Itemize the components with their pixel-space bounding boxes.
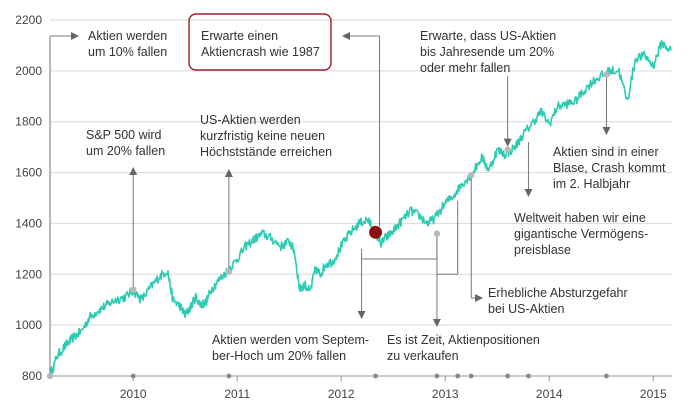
annotation-label: Es ist Zeit, Aktienpositionen	[387, 333, 540, 347]
annotation-label: Erwarte, dass US-Aktien	[420, 29, 556, 43]
x-tick-label: 2012	[328, 387, 355, 401]
x-axis: 2010 2011 2012 2013 2014 2015	[50, 375, 672, 401]
y-tick-label: 2200	[15, 13, 42, 27]
y-tick-label: 1800	[15, 115, 42, 129]
series-layer	[49, 39, 672, 379]
annotation-label: zu verkaufen	[387, 349, 459, 363]
event-marker	[225, 268, 233, 275]
annotation-label: ber-Hoch um 20% fallen	[212, 349, 346, 363]
y-tick-label: 2000	[15, 64, 42, 78]
annotation-label: Aktien werden vom Septem-	[212, 333, 369, 347]
x-event-dot	[526, 373, 531, 379]
event-marker	[46, 372, 54, 380]
annotation-label: S&P 500 wird	[86, 128, 162, 142]
annotation-label: bis Jahresende um 20%	[420, 45, 554, 59]
event-marker	[603, 71, 610, 78]
event-marker	[468, 171, 475, 179]
x-tick-label: 2010	[120, 387, 147, 401]
annotation-label: um 10% fallen	[88, 45, 167, 59]
highlight-box	[188, 13, 332, 71]
event-marker	[130, 286, 137, 293]
event-marker	[433, 230, 441, 237]
y-axis: 800 1000 1200 1400 1600 1800 2000 2200	[15, 13, 42, 383]
annotation-label: Aktien werden	[88, 29, 167, 43]
x-tick-label: 2011	[224, 387, 250, 401]
x-tick-label: 2013	[432, 387, 459, 401]
annotation-label: bei US-Aktien	[488, 302, 564, 316]
x-event-dot	[468, 373, 474, 379]
x-event-dot	[226, 373, 232, 379]
x-event-dot	[604, 373, 609, 379]
annotation-label: kurzfristig keine neuen	[200, 129, 325, 143]
y-tick-label: 1000	[15, 318, 42, 332]
annotation-label: oder mehr fallen	[420, 61, 510, 75]
annotation-label: preisblase	[514, 243, 571, 257]
x-event-dot	[505, 373, 511, 379]
y-tick-label: 1400	[15, 216, 42, 230]
series-line	[49, 39, 672, 379]
event-marker	[504, 146, 511, 153]
annotation-label: Aktiencrash wie 1987	[201, 45, 320, 59]
annotation-label: Weltweit haben wir eine	[514, 211, 646, 225]
x-event-dot	[130, 373, 136, 379]
annotation-label: Aktien sind in einer	[553, 145, 659, 159]
annotation-labels: Aktien werden um 10% fallen S&P 500 wird um…	[86, 13, 666, 363]
annotation-label: Erwarte einen	[201, 29, 278, 43]
gridlines	[50, 19, 672, 377]
y-tick-label: 1600	[15, 166, 42, 180]
y-tick-label: 1200	[15, 267, 42, 281]
annotation-label: Blase, Crash kommt	[553, 161, 666, 175]
x-event-dot	[373, 373, 378, 379]
annotation-label: um 20% fallen	[86, 144, 165, 158]
annotation-label: Erhebliche Absturzgefahr	[488, 286, 628, 300]
x-tick-label: 2015	[640, 387, 667, 401]
crash-call-marker	[369, 225, 383, 239]
annotation-label: US-Aktien werden	[200, 113, 301, 127]
annotation-label: im 2. Halbjahr	[553, 177, 630, 191]
x-tick-label: 2014	[536, 387, 563, 401]
x-event-dot	[434, 373, 440, 379]
y-tick-label: 800	[22, 369, 42, 383]
annotation-label: Höchststände erreichen	[200, 145, 332, 159]
annotation-connectors	[46, 32, 611, 380]
x-event-dot	[455, 373, 461, 379]
annotation-label: gigantische Vermögens-	[514, 227, 648, 241]
